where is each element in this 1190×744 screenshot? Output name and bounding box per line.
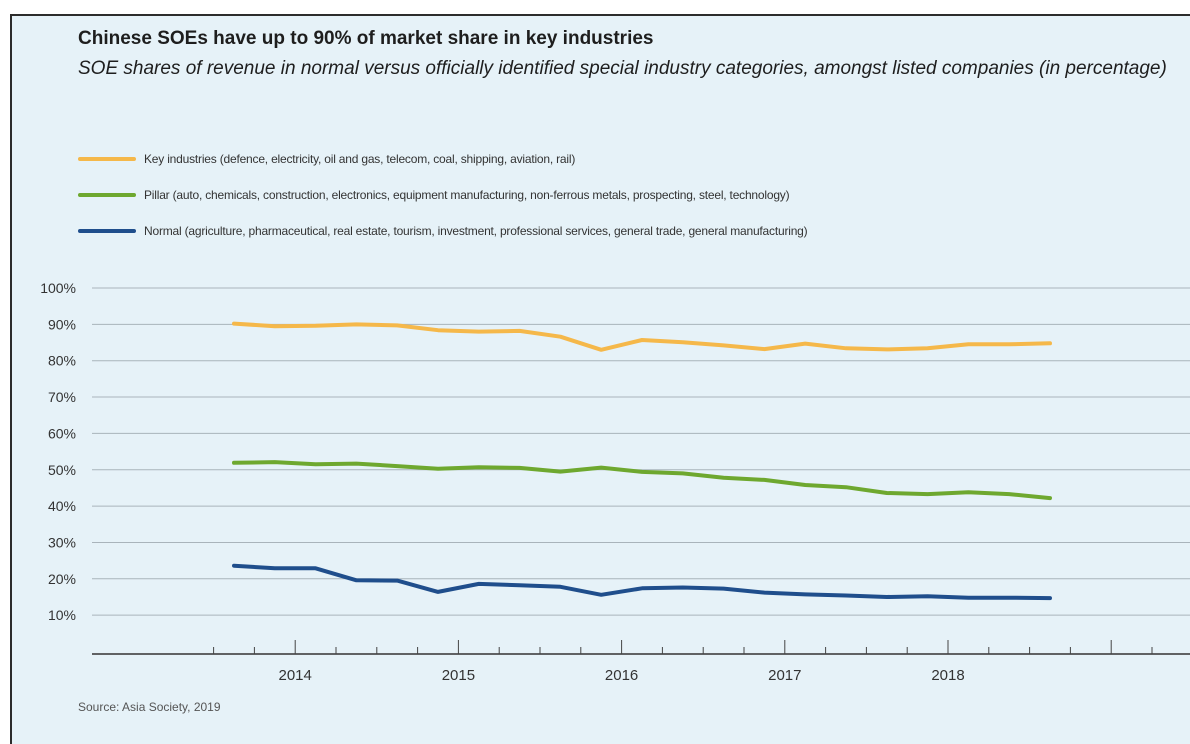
series-line-1 [232,460,1052,501]
legend-label-normal: Normal (agriculture, pharmaceutical, rea… [144,224,808,238]
chart-title: Chinese SOEs have up to 90% of market sh… [78,28,654,49]
legend-swatch-pillar [78,193,136,197]
x-tick-label: 2014 [279,667,312,684]
x-tick-label: 2016 [605,667,638,684]
legend-swatch-key-industries [78,157,136,161]
y-tick-label: 10% [48,607,76,623]
y-tick-label: 90% [48,316,76,332]
y-tick-label: 20% [48,571,76,587]
y-tick-label: 80% [48,353,76,369]
x-tick-label: 2017 [768,667,801,684]
legend-label-key-industries: Key industries (defence, electricity, oi… [144,152,576,166]
chart-subtitle: SOE shares of revenue in normal versus o… [78,58,1167,79]
y-tick-label: 70% [48,389,76,405]
legend-item-pillar: Pillar (auto, chemicals, construction, e… [78,186,790,204]
legend-item-normal: Normal (agriculture, pharmaceutical, rea… [78,222,808,240]
legend-label-pillar: Pillar (auto, chemicals, construction, e… [144,188,790,202]
y-tick-label: 60% [48,425,76,441]
source-note: Source: Asia Society, 2019 [78,700,221,714]
series-line-0 [232,321,1052,352]
x-tick-label: 2018 [931,667,964,684]
chart-panel [10,14,1190,744]
series-line-2 [232,563,1052,601]
x-tick-label: 2015 [442,667,475,684]
line-chart: 100% 90% 80% 70% 60% 50% 40% 30% 20% 10% 2014 2015 2… [40,280,1190,684]
legend-swatch-normal [78,229,136,233]
y-tick-label: 30% [48,534,76,550]
y-tick-label: 50% [48,462,76,478]
y-tick-label: 40% [48,498,76,514]
legend-item-key-industries: Key industries (defence, electricity, oi… [78,150,575,168]
y-tick-label: 100% [40,280,76,296]
